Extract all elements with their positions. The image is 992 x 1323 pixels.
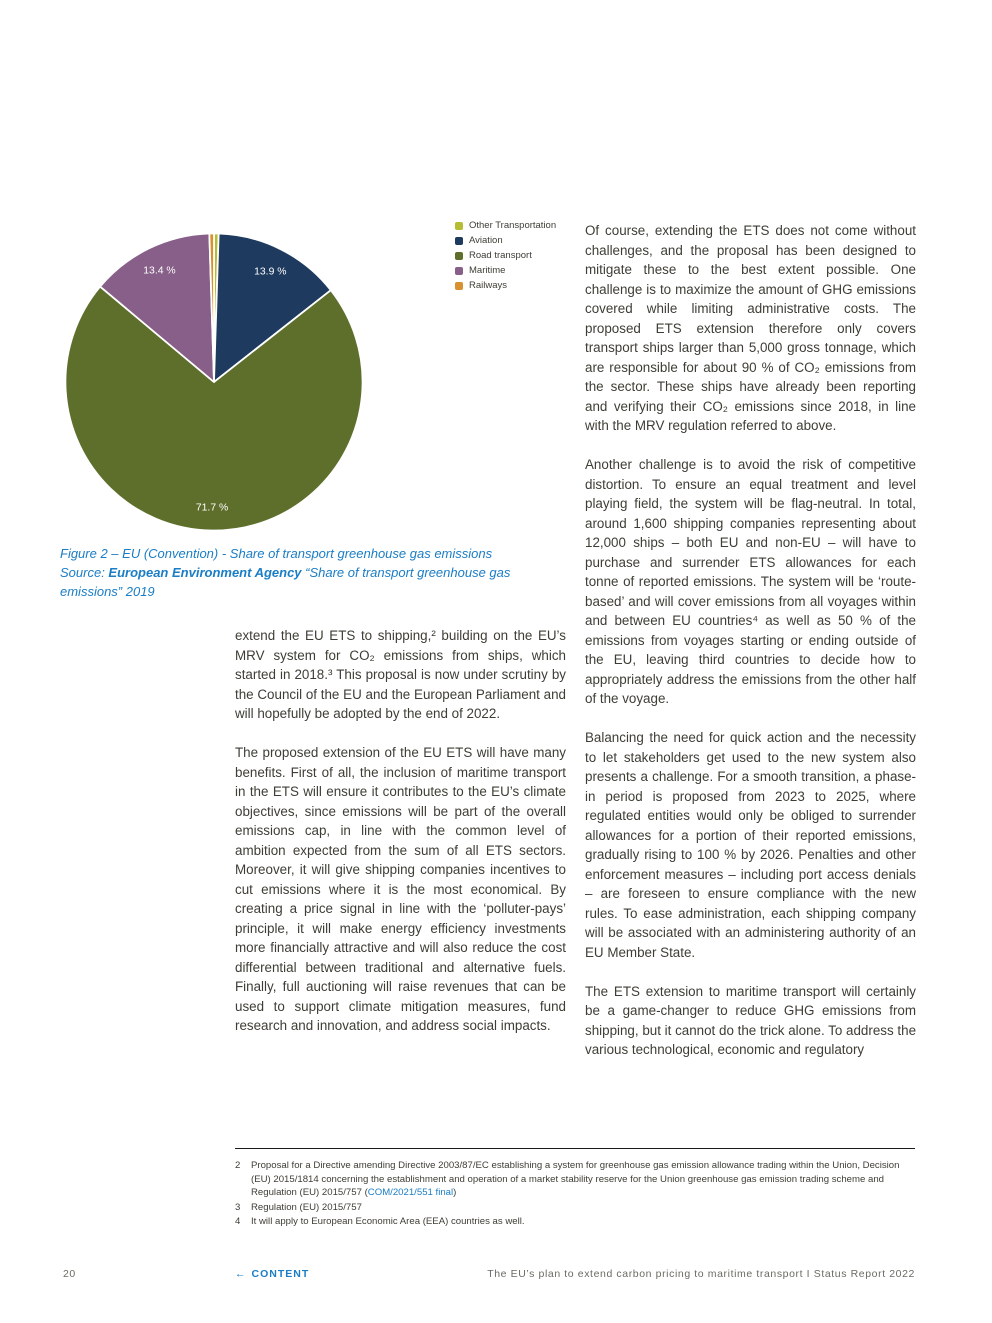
footer-report-title: The EU’s plan to extend carbon pricing t… <box>487 1268 915 1280</box>
body-column-left: extend the EU ETS to shipping,² building… <box>235 626 566 1055</box>
body-column-right: Of course, extending the ETS does not co… <box>585 221 916 1079</box>
pie-value-label: 13.9 % <box>254 266 286 277</box>
legend-item-maritime: Maritime <box>455 266 605 276</box>
legend-swatch-other-transportation <box>455 222 463 230</box>
legend-swatch-aviation <box>455 237 463 245</box>
figure-caption-title: Figure 2 – EU (Convention) - Share of tr… <box>60 546 493 561</box>
pie-slice-road-transport <box>64 285 364 532</box>
footnote-2: 2 Proposal for a Directive amending Dire… <box>235 1159 917 1200</box>
pie-slice-maritime <box>99 232 215 383</box>
footnote-2-pre: Proposal for a Directive amending Direct… <box>251 1160 900 1198</box>
footnote-number: 3 <box>235 1201 241 1213</box>
figure-caption: Figure 2 – EU (Convention) - Share of tr… <box>60 544 540 601</box>
paragraph: Another challenge is to avoid the risk o… <box>585 457 916 706</box>
footnote-number: 2 <box>235 1160 241 1171</box>
footnote-4: 4 It will apply to European Economic Are… <box>235 1215 917 1229</box>
footnote-divider <box>235 1148 915 1149</box>
footnote-2-post: ) <box>453 1187 457 1198</box>
chart-legend: Other Transportation Aviation Road trans… <box>455 221 605 296</box>
content-link-label: CONTENT <box>251 1268 310 1280</box>
footnote-number: 4 <box>235 1216 241 1227</box>
footnotes: 2 Proposal for a Directive amending Dire… <box>235 1159 917 1230</box>
legend-label: Road transport <box>469 250 532 261</box>
legend-label: Maritime <box>469 265 506 276</box>
footnote-text: Proposal for a Directive amending Direct… <box>251 1159 917 1200</box>
legend-item-other-transportation: Other Transportation <box>455 221 605 231</box>
pie-value-label: 13.4 % <box>143 265 175 276</box>
footnote-text: It will apply to European Economic Area … <box>251 1216 525 1227</box>
legend-label: Railways <box>469 280 508 291</box>
legend-swatch-road-transport <box>455 252 463 260</box>
pie-slice-aviation <box>213 232 332 383</box>
pie-chart-svg: 13.9 % 71.7 % 13.4 % <box>64 232 364 532</box>
legend-item-road-transport: Road transport <box>455 251 605 261</box>
page-number: 20 <box>63 1268 76 1280</box>
legend-label: Other Transportation <box>469 220 557 231</box>
paragraph: The ETS extension to maritime transport … <box>585 983 917 1058</box>
footnote-text: Regulation (EU) 2015/757 <box>251 1201 362 1213</box>
source-agency: European Environment Agency <box>108 565 302 580</box>
source-suffix: “Share of transport greenhouse gas emiss… <box>60 565 511 599</box>
legend-swatch-railways <box>455 282 463 290</box>
legend-label: Aviation <box>469 235 503 246</box>
figure-caption-source: Source: European Environment Agency “Sha… <box>60 563 540 601</box>
paragraph: Of course, extending the ETS does not co… <box>585 223 916 433</box>
pie-value-label: 71.7 % <box>196 502 228 513</box>
legend-item-aviation: Aviation <box>455 236 605 246</box>
paragraph: The proposed extension of the EU ETS wil… <box>235 745 566 1033</box>
source-prefix: Source: <box>60 565 109 580</box>
legend-swatch-maritime <box>455 267 463 275</box>
footnote-3: 3 Regulation (EU) 2015/757 <box>235 1201 917 1215</box>
pie-slice-railways <box>208 232 215 383</box>
legend-item-railways: Railways <box>455 281 605 291</box>
footnote-2-link[interactable]: COM/2021/551 final <box>367 1187 454 1198</box>
paragraph: extend the EU ETS to shipping,² building… <box>235 628 566 721</box>
pie-chart: 13.9 % 71.7 % 13.4 % <box>58 226 370 538</box>
paragraph: Balancing the need for quick action and … <box>585 730 916 960</box>
content-link[interactable]: ← CONTENT <box>235 1268 309 1280</box>
back-arrow-icon: ← <box>235 1268 247 1280</box>
